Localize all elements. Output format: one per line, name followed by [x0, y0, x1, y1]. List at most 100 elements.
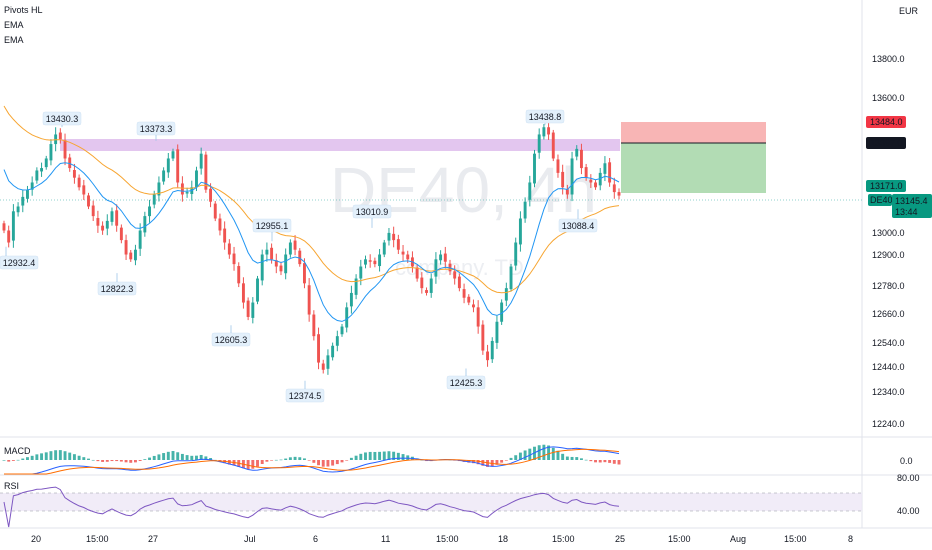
macd-bar	[298, 457, 302, 460]
pivot-low-label: 12374.5	[285, 380, 325, 403]
pivot-low-label: 12425.3	[446, 368, 486, 390]
candle	[30, 176, 34, 196]
candle	[227, 239, 231, 259]
macd-bar	[373, 451, 377, 460]
macd-bar	[481, 460, 485, 466]
legend-ema-2[interactable]: EMA	[4, 35, 24, 45]
time-axis[interactable]: 20 15:00 27 Jul 6 11 15:00 18 15:00 25 1…	[31, 534, 853, 544]
macd-bar	[396, 452, 400, 460]
macd-bar	[406, 455, 410, 460]
candle	[401, 245, 405, 262]
candle	[237, 262, 241, 288]
rsi-upper-tick: 80.00	[897, 473, 920, 483]
svg-text:13010.9: 13010.9	[356, 207, 389, 217]
take-profit-zone[interactable]	[621, 143, 766, 193]
candle	[232, 246, 236, 271]
macd-bar	[40, 453, 44, 460]
candle	[345, 302, 349, 333]
macd-bar	[265, 460, 269, 462]
macd-bar	[21, 458, 25, 460]
resistance-zone[interactable]	[60, 139, 620, 151]
legend-ema-1[interactable]: EMA	[4, 20, 24, 30]
macd-bar	[392, 451, 396, 460]
time-tick: 27	[148, 534, 158, 544]
rsi-line	[3, 486, 620, 528]
target-price-text: 13171.0	[870, 181, 903, 191]
price-tick: 12240.0	[872, 419, 905, 429]
macd-label[interactable]: MACD	[4, 446, 31, 456]
candle	[589, 174, 593, 188]
macd-bar	[345, 460, 349, 461]
price-tick: 13600.0	[872, 93, 905, 103]
macd-bar	[518, 452, 522, 460]
price-tick: 13800.0	[872, 54, 905, 64]
macd-zero-tick: 0.0	[900, 456, 913, 466]
candle	[420, 272, 424, 294]
time-tick: 6	[313, 534, 318, 544]
candle	[364, 255, 367, 269]
macd-bar	[368, 451, 372, 460]
macd-bar	[180, 453, 184, 460]
candle	[204, 151, 208, 193]
macd-bar	[547, 445, 551, 460]
candle	[462, 283, 466, 304]
macd-bar	[603, 460, 607, 463]
macd-bar	[58, 450, 62, 460]
price-tick: 13000.0	[872, 228, 905, 238]
stop-loss-zone[interactable]	[621, 122, 766, 143]
macd-bar	[476, 460, 480, 465]
macd-bar	[26, 457, 29, 460]
candle	[171, 148, 175, 162]
time-tick: 15:00	[86, 534, 109, 544]
candle	[373, 257, 377, 268]
candle	[565, 184, 569, 199]
candle	[213, 201, 217, 222]
candle	[594, 179, 597, 190]
macd-bar	[209, 458, 213, 460]
candle	[378, 249, 382, 272]
macd-bar	[129, 460, 133, 463]
pivot-low-label: 12605.3	[211, 325, 251, 347]
macd-bar	[270, 460, 274, 461]
rsi-band	[0, 493, 862, 511]
candle	[152, 190, 156, 209]
macd-bar	[49, 451, 53, 460]
candle	[504, 282, 508, 307]
candle	[298, 248, 302, 267]
pivot-labels: 13430.3 13373.3 12955.1 13010.9 13438.8 12932…	[0, 109, 598, 403]
candle	[199, 147, 203, 175]
svg-text:13438.8: 13438.8	[529, 112, 562, 122]
candle	[579, 143, 583, 175]
candle	[260, 249, 264, 286]
time-tick: Jul	[244, 534, 256, 544]
macd-bar	[138, 460, 142, 461]
macd-bar	[378, 451, 382, 460]
price-tick: 12780.0	[872, 281, 905, 291]
macd-bar	[91, 459, 95, 461]
candle	[570, 151, 574, 202]
macd-bar	[594, 460, 597, 463]
candle	[180, 176, 184, 202]
macd-bar	[115, 460, 119, 462]
candle	[612, 177, 616, 199]
macd-bar	[176, 452, 180, 460]
legend-pivots[interactable]: Pivots HL	[4, 5, 43, 15]
candle	[495, 315, 499, 349]
candle	[110, 207, 114, 226]
macd-bar	[523, 450, 527, 460]
macd-bar	[11, 460, 15, 461]
macd-bar	[307, 460, 311, 461]
macd-bar	[274, 459, 278, 461]
price-axis[interactable]: 13800.0 13600.0 13484.0 13397.0 13171.0 …	[866, 54, 932, 429]
macd-bar	[54, 450, 58, 460]
svg-text:12955.1: 12955.1	[256, 221, 289, 231]
macd-bar	[364, 452, 367, 460]
candle	[96, 210, 100, 233]
rsi-label[interactable]: RSI	[4, 481, 19, 491]
pivot-high-label: 13430.3	[42, 111, 82, 128]
candle	[77, 174, 81, 191]
macd-bar	[152, 455, 156, 460]
candle	[429, 273, 433, 298]
macd-bar	[171, 451, 175, 460]
